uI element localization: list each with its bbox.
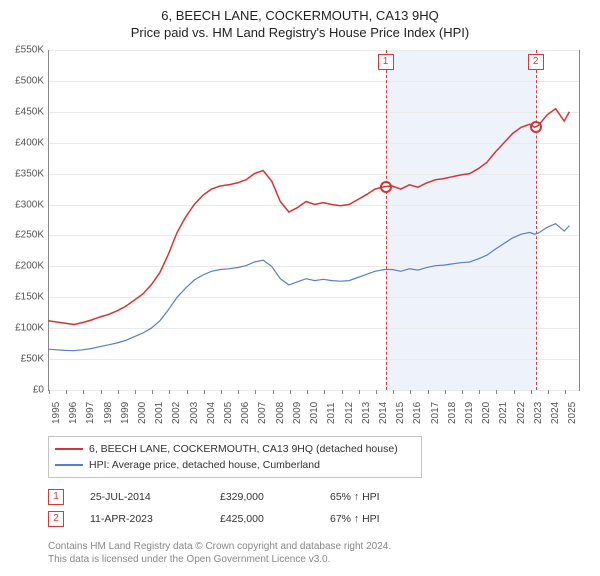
legend-label: 6, BEECH LANE, COCKERMOUTH, CA13 9HQ (de… xyxy=(89,443,398,455)
transaction-price: £425,000 xyxy=(220,513,330,525)
y-axis-label: £550K xyxy=(15,45,44,56)
legend-box: 6, BEECH LANE, COCKERMOUTH, CA13 9HQ (de… xyxy=(48,436,422,478)
x-axis-label: 1998 xyxy=(103,402,114,424)
x-axis-label: 1997 xyxy=(85,402,96,424)
x-axis-label: 2019 xyxy=(464,402,475,424)
x-axis-label: 2010 xyxy=(309,402,320,424)
y-axis-label: £150K xyxy=(15,292,44,303)
transaction-date: 11-APR-2023 xyxy=(90,513,220,525)
legend-row: HPI: Average price, detached house, Cumb… xyxy=(55,457,415,473)
x-axis-label: 2005 xyxy=(223,402,234,424)
y-axis-label: £350K xyxy=(15,168,44,179)
x-axis-label: 1996 xyxy=(68,402,79,424)
transaction-marker: 2 xyxy=(48,511,64,527)
legend-row: 6, BEECH LANE, COCKERMOUTH, CA13 9HQ (de… xyxy=(55,441,415,457)
y-axis-label: £250K xyxy=(15,230,44,241)
x-axis-label: 2002 xyxy=(171,402,182,424)
legend-swatch xyxy=(55,464,83,466)
transaction-marker: 1 xyxy=(48,489,64,505)
x-axis-label: 1995 xyxy=(51,402,62,424)
chart-subtitle: Price paid vs. HM Land Registry's House … xyxy=(0,25,600,40)
x-axis-label: 2004 xyxy=(206,402,217,424)
x-axis-label: 2020 xyxy=(481,402,492,424)
x-axis-label: 2013 xyxy=(361,402,372,424)
y-axis-label: £400K xyxy=(15,137,44,148)
x-axis-label: 2001 xyxy=(154,402,165,424)
transaction-table: 1 25-JUL-2014£329,00065% ↑ HPI 2 11-APR-202… xyxy=(48,486,568,530)
x-axis-label: 2007 xyxy=(257,402,268,424)
y-axis-label: £450K xyxy=(15,106,44,117)
x-axis-label: 2014 xyxy=(378,402,389,424)
transaction-date: 25-JUL-2014 xyxy=(90,491,220,503)
chart-plot: 12 £0£50K£100K£150K£200K£250K£300K£350K£… xyxy=(48,50,578,390)
attrib-line1: Contains HM Land Registry data © Crown c… xyxy=(48,540,568,553)
transaction-hpi: 65% ↑ HPI xyxy=(330,491,440,503)
x-axis-label: 2015 xyxy=(395,402,406,424)
x-axis-label: 2008 xyxy=(275,402,286,424)
legend-swatch xyxy=(55,448,83,450)
x-axis-label: 2009 xyxy=(292,402,303,424)
attribution-text: Contains HM Land Registry data © Crown c… xyxy=(48,540,568,576)
x-axis-label: 2018 xyxy=(447,402,458,424)
x-axis-label: 1999 xyxy=(120,402,131,424)
x-axis-label: 2012 xyxy=(344,402,355,424)
y-axis-label: £0 xyxy=(33,385,44,396)
chart-title-address: 6, BEECH LANE, COCKERMOUTH, CA13 9HQ xyxy=(0,8,600,23)
transaction-row: 2 11-APR-2023£425,00067% ↑ HPI xyxy=(48,508,568,530)
x-axis-label: 2011 xyxy=(326,402,337,424)
x-axis-label: 2021 xyxy=(498,402,509,424)
series-line xyxy=(48,109,569,325)
y-axis-label: £100K xyxy=(15,323,44,334)
y-axis-label: £50K xyxy=(21,354,44,365)
x-axis-label: 2006 xyxy=(240,402,251,424)
transaction-hpi: 67% ↑ HPI xyxy=(330,513,440,525)
transaction-row: 1 25-JUL-2014£329,00065% ↑ HPI xyxy=(48,486,568,508)
chart-container: 6, BEECH LANE, COCKERMOUTH, CA13 9HQ Pri… xyxy=(0,0,600,576)
transaction-price: £329,000 xyxy=(220,491,330,503)
series-line xyxy=(48,224,569,351)
y-axis-label: £500K xyxy=(15,75,44,86)
x-axis-label: 2023 xyxy=(533,402,544,424)
x-axis-label: 2016 xyxy=(412,402,423,424)
line-series-svg xyxy=(48,50,578,390)
x-axis-label: 2024 xyxy=(550,402,561,424)
x-axis-label: 2025 xyxy=(567,402,578,424)
x-axis-label: 2003 xyxy=(189,402,200,424)
legend-label: HPI: Average price, detached house, Cumb… xyxy=(89,459,320,471)
x-axis-labels: 1995 1996 1997 1998 1999 2000 2001 2002 2003 2004… xyxy=(48,390,578,430)
y-axis-label: £300K xyxy=(15,199,44,210)
y-axis-label: £200K xyxy=(15,261,44,272)
x-axis-label: 2017 xyxy=(430,402,441,424)
x-axis-label: 2000 xyxy=(137,402,148,424)
x-axis-label: 2022 xyxy=(516,402,527,424)
title-block: 6, BEECH LANE, COCKERMOUTH, CA13 9HQ Pri… xyxy=(0,0,600,40)
